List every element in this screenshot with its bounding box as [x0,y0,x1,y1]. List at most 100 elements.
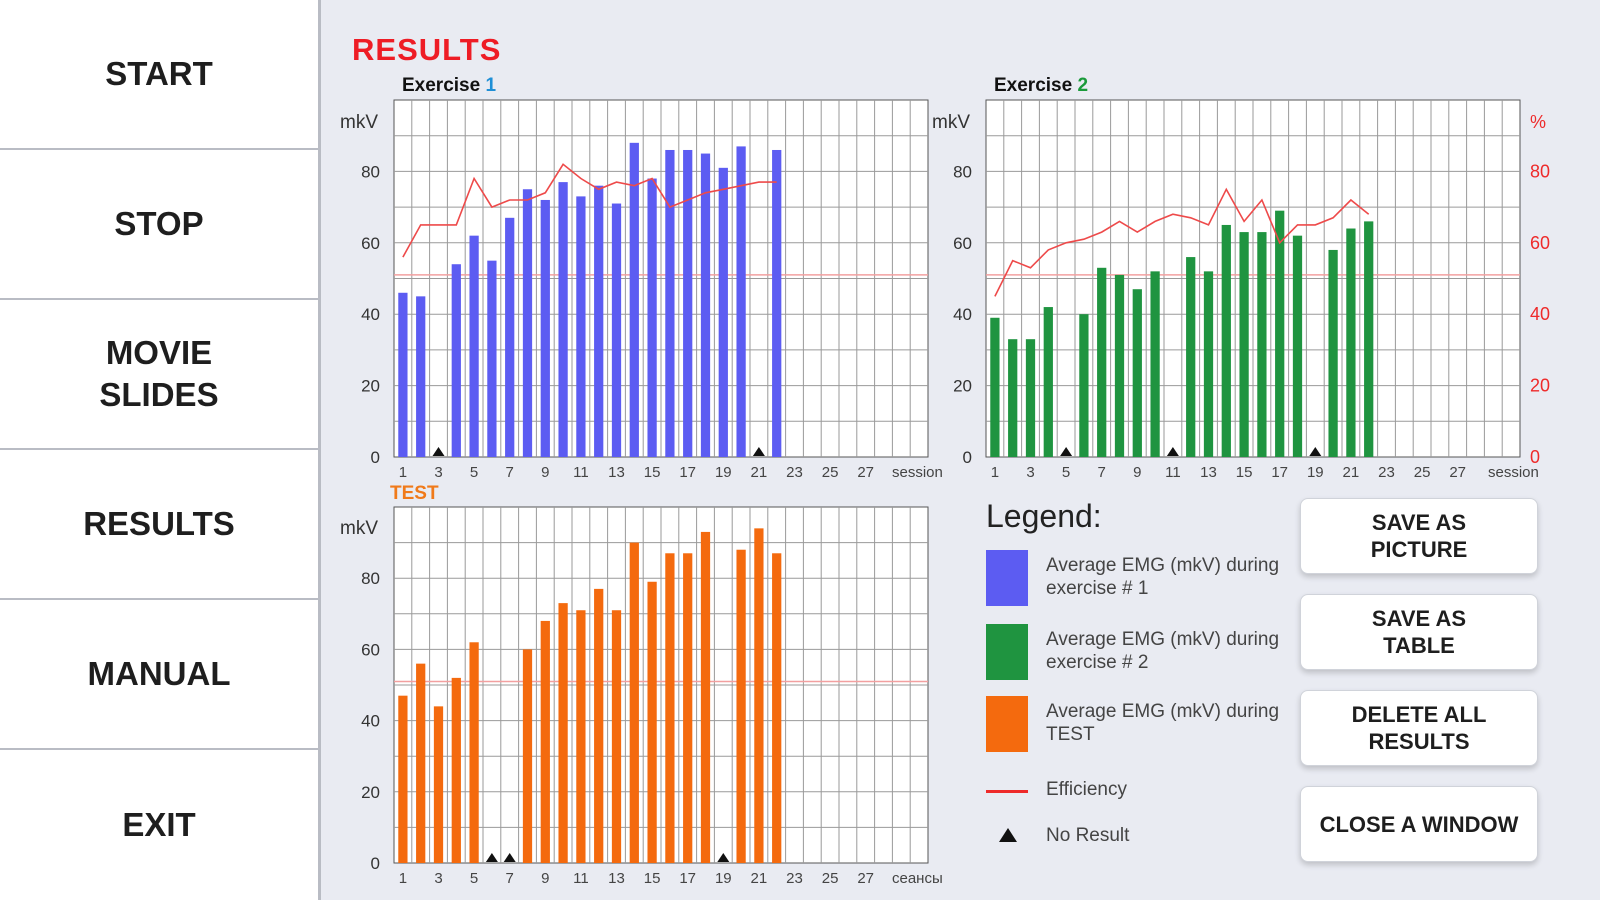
chart3-bar [540,620,550,863]
chart1-y-tick-label: 20 [361,377,380,396]
chart3-x-tick-label: 25 [822,870,839,887]
chart1-x-tick-label: 19 [715,464,732,481]
chart1-y-tick-label: 80 [361,162,380,181]
chart3-title: TEST [390,483,439,504]
legend-text: Average EMG (mkV) during exercise # 2 [1046,629,1280,673]
chart3-bar [700,531,711,863]
chart1-bar [469,235,479,457]
chart1-x-tick-label: 11 [573,464,589,481]
close-window-button[interactable]: CLOSE A WINDOW [1300,786,1538,862]
chart2-x-tick-label: 23 [1378,464,1395,481]
movie-slides-button[interactable]: MOVIE SLIDES [0,300,318,450]
chart2-x-axis-label: session [1488,464,1539,481]
chart2-bar [1114,274,1125,457]
delete-all-results-button[interactable]: DELETE ALL RESULTS [1300,690,1538,766]
save-as-table-button[interactable]: SAVE AS TABLE [1300,594,1538,670]
chart1-bar [629,142,639,457]
legend-swatch-exercise-1 [986,550,1028,606]
chart2-bar [1043,307,1053,457]
chart2-y2-tick-label: 60 [1530,233,1550,253]
chart1-x-tick-label: 15 [644,464,661,481]
chart1-bar [451,264,461,457]
chart1-x-tick-label: 1 [399,464,407,481]
chart2-bar [1008,339,1018,457]
chart1-bar [416,296,426,457]
results-button[interactable]: RESULTS [0,450,318,600]
chart3-x-axis-label: сеансы [892,870,943,887]
chart2-x-tick-label: 5 [1062,464,1070,481]
chart2-no-result-marker [1166,447,1179,456]
chart2-y-tick-label: 20 [953,377,972,396]
chart1-bar [683,149,693,458]
chart3-x-tick-label: 9 [541,870,549,887]
chart3-x-tick-label: 3 [434,870,442,887]
chart3-x-tick-label: 7 [506,870,514,887]
chart2-bar [1239,232,1249,457]
chart3-bar [683,553,693,863]
manual-button[interactable]: MANUAL [0,600,318,750]
chart3-bar [433,706,444,863]
chart1-x-tick-label: 17 [679,464,696,481]
page-title: RESULTS [352,32,502,67]
chart2-y-tick-label: 40 [953,305,972,324]
chart3-bar [772,553,782,863]
chart2-title-number: 2 [1077,75,1088,96]
chart1-x-tick-label: 21 [751,464,768,481]
chart3-y-unit-label: mkV [340,518,378,539]
chart1-title-number: 1 [485,75,496,96]
chart3-x-tick-label: 11 [573,870,589,887]
chart2-x-tick-label: 27 [1449,464,1466,481]
chart3-bar [611,610,622,863]
chart1-bar [647,178,657,458]
chart1-x-tick-label: 7 [506,464,514,481]
legend-text: Average EMG (mkV) during TEST [1046,701,1280,745]
chart3-bar [469,642,479,863]
chart1-no-result-marker [432,447,445,456]
chart2-title-text: Exercise [994,75,1077,96]
chart2-x-tick-label: 7 [1098,464,1106,481]
chart3-bar [754,528,764,863]
chart1-bar [576,196,586,457]
chart3-x-tick-label: 19 [715,870,732,887]
chart3-no-result-marker [717,853,730,862]
chart2-y2-tick-label: 40 [1530,304,1550,324]
chart2-bar [1025,339,1036,457]
chart3-bar [558,603,568,863]
chart3-x-tick-label: 23 [786,870,803,887]
chart2-bar [1292,235,1303,457]
chart3-bar [398,695,408,863]
efficiency-line-icon [986,790,1028,793]
chart2-bar [1364,221,1374,457]
chart1-bar [398,292,408,457]
chart1-x-axis-label: session [892,464,943,481]
chart2-bar [1257,232,1267,457]
chart1-y-tick-label: 60 [361,234,380,253]
chart1-x-tick-label: 9 [541,464,549,481]
chart3-y-tick-label: 80 [361,569,380,588]
chart2-no-result-marker [1060,447,1073,456]
legend-swatch-exercise-2 [986,624,1028,680]
chart2-x-tick-label: 25 [1414,464,1431,481]
chart2-bar [1275,210,1285,457]
chart2-y-tick-label: 80 [953,162,972,181]
chart3-no-result-marker [485,853,498,862]
chart2-bar [1346,228,1356,457]
legend-text: Average EMG (mkV) during exercise # 1 [1046,555,1280,599]
chart2-x-tick-label: 19 [1307,464,1324,481]
sidebar: START STOP MOVIE SLIDES RESULTS MANUAL E… [0,0,321,900]
legend-title: Legend: [986,498,1102,534]
chart1-bar [665,149,675,458]
exit-button[interactable]: EXIT [122,806,196,843]
chart1-x-tick-label: 5 [470,464,478,481]
chart2-bar [1186,257,1196,457]
chart2-y2-tick-label: 80 [1530,161,1550,181]
chart3-bar [576,610,586,863]
chart3-y-tick-label: 20 [361,783,380,802]
chart1-bar [558,182,568,458]
chart1-title: Exercise 1 [402,75,496,96]
save-as-picture-button[interactable]: SAVE AS PICTURE [1300,498,1538,574]
stop-button[interactable]: STOP [0,150,318,300]
chart2-x-tick-label: 13 [1200,464,1217,481]
chart2-y2-tick-label: 0 [1530,447,1540,467]
start-button[interactable]: START [0,0,318,150]
